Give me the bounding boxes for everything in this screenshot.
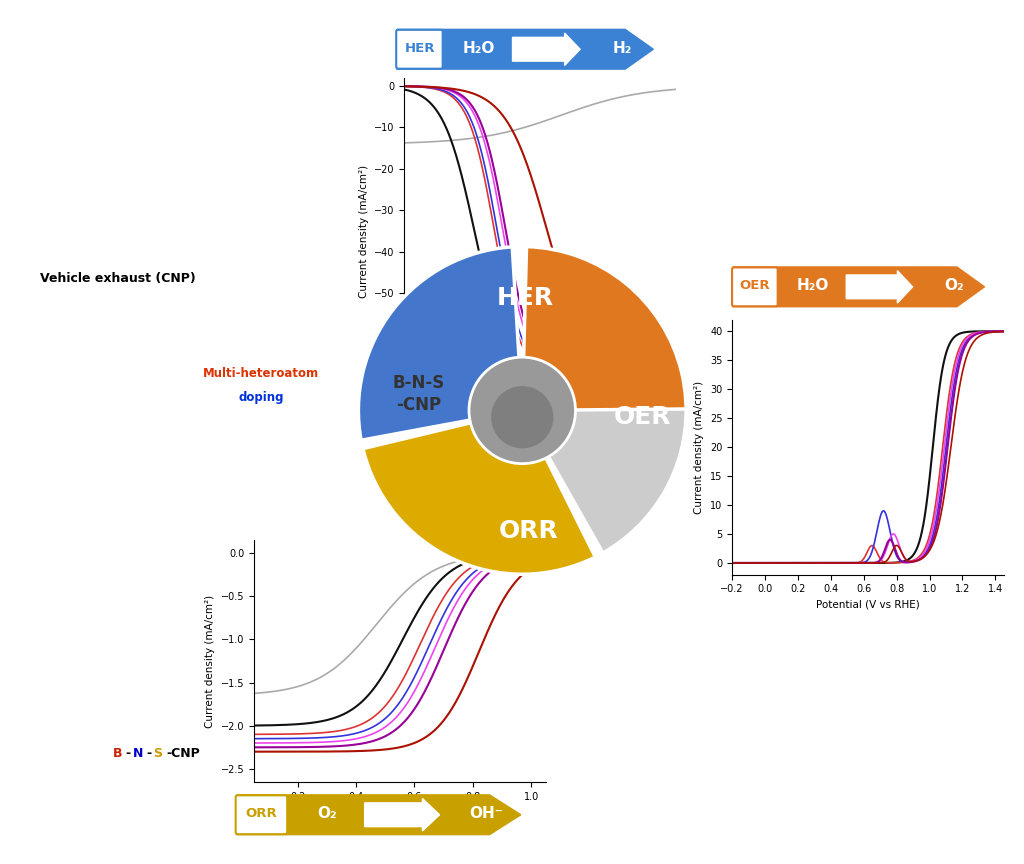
- Text: ORR: ORR: [499, 518, 559, 543]
- Text: S: S: [154, 747, 163, 760]
- Y-axis label: Current density (mA/cm²): Current density (mA/cm²): [694, 380, 705, 514]
- Text: Multi-heteroatom: Multi-heteroatom: [203, 367, 319, 380]
- Text: doping: doping: [239, 391, 284, 403]
- Wedge shape: [523, 246, 686, 555]
- FancyBboxPatch shape: [396, 29, 442, 69]
- X-axis label: Potential (V vs RHE): Potential (V vs RHE): [488, 410, 592, 420]
- Text: -CNP: -CNP: [166, 747, 200, 760]
- Wedge shape: [548, 409, 686, 553]
- Text: ORR: ORR: [246, 807, 278, 821]
- Text: O₂: O₂: [944, 278, 964, 294]
- Text: B-N-S
-CNP: B-N-S -CNP: [392, 374, 444, 414]
- Text: HER: HER: [497, 287, 554, 310]
- Y-axis label: Current density (mA/cm²): Current density (mA/cm²): [205, 594, 215, 727]
- X-axis label: Potential (V vs RHE): Potential (V vs RHE): [348, 807, 452, 817]
- Wedge shape: [358, 247, 519, 441]
- FancyArrow shape: [512, 33, 580, 66]
- Circle shape: [469, 357, 575, 464]
- Y-axis label: Current density (mA/cm²): Current density (mA/cm²): [358, 164, 369, 298]
- Text: -: -: [146, 747, 152, 760]
- Text: OER: OER: [739, 279, 770, 293]
- Text: -: -: [125, 747, 130, 760]
- Text: O₂: O₂: [317, 806, 337, 822]
- Text: N: N: [133, 747, 143, 760]
- Text: B: B: [113, 747, 122, 760]
- FancyArrow shape: [397, 29, 653, 69]
- X-axis label: Potential (V vs RHE): Potential (V vs RHE): [816, 600, 920, 610]
- Text: H₂: H₂: [612, 41, 632, 56]
- FancyBboxPatch shape: [236, 795, 287, 835]
- FancyBboxPatch shape: [732, 267, 777, 307]
- FancyArrow shape: [846, 270, 912, 303]
- Text: OER: OER: [613, 405, 671, 429]
- Circle shape: [492, 386, 553, 448]
- Text: Vehicle exhaust (CNP): Vehicle exhaust (CNP): [40, 272, 196, 285]
- Wedge shape: [362, 422, 595, 575]
- Legend: GCE, CNP, B-CNP, N-CNP, S-CNP, B-N-S-CNP, Pt/C: GCE, CNP, B-CNP, N-CNP, S-CNP, B-N-S-CNP…: [599, 295, 672, 380]
- Text: H₂O: H₂O: [797, 278, 829, 294]
- FancyArrow shape: [237, 795, 521, 835]
- FancyArrow shape: [365, 798, 439, 831]
- FancyArrow shape: [733, 267, 984, 307]
- Text: OH⁻: OH⁻: [470, 806, 504, 822]
- Text: H₂O: H₂O: [463, 41, 495, 56]
- Text: HER: HER: [404, 41, 435, 55]
